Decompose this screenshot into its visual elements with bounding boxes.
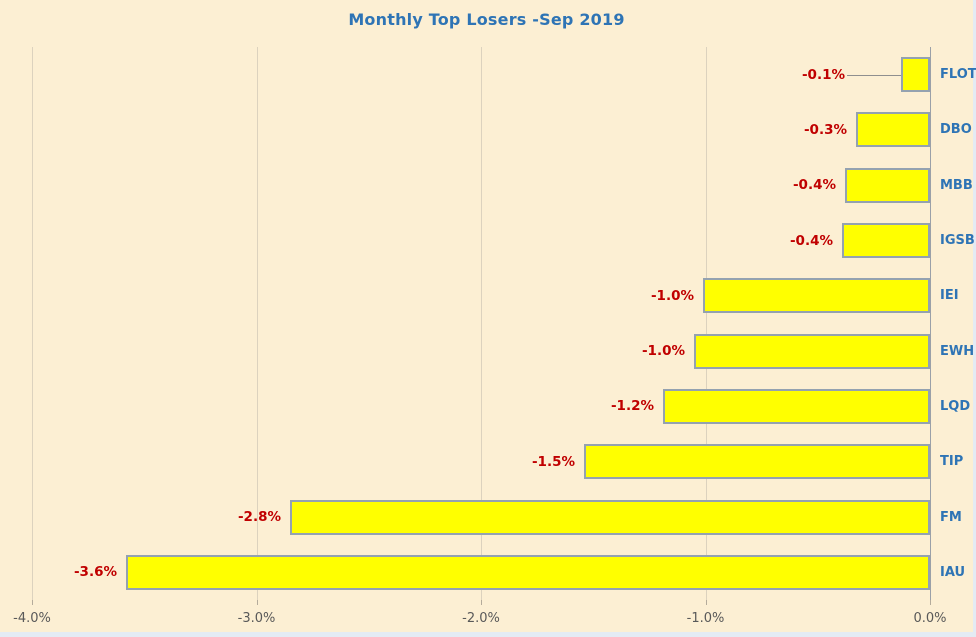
category-label-fm: FM xyxy=(940,509,962,525)
value-label-iei: -1.0% xyxy=(650,287,694,304)
bar-lqd xyxy=(663,388,930,424)
category-label-igsb: IGSB xyxy=(940,233,975,249)
value-label-igsb: -0.4% xyxy=(789,232,833,249)
x-tick-label--4.0%: -4.0% xyxy=(13,611,51,626)
value-label-fm: -2.8% xyxy=(237,509,281,526)
category-label-dbo: DBO xyxy=(940,122,972,138)
category-label-iei: IEI xyxy=(940,288,959,304)
bar-mbb xyxy=(845,167,930,203)
value-label-mbb: -0.4% xyxy=(792,177,836,194)
x-axis-tick-0.0% xyxy=(930,600,931,605)
chart-title: Monthly Top Losers -Sep 2019 xyxy=(348,10,625,29)
leader-line-flot xyxy=(847,74,901,76)
gridline-0.0% xyxy=(930,47,931,600)
value-label-iau: -3.6% xyxy=(73,564,117,581)
bar-dbo xyxy=(856,112,930,148)
bar-row-flot: -0.1% FLOT xyxy=(32,47,976,102)
x-tick-label--3.0%: -3.0% xyxy=(237,611,276,626)
bar-row-mbb: -0.4% MBB xyxy=(32,158,973,213)
gridline--1.0% xyxy=(705,47,707,600)
bar-row-dbo: -0.3% DBO xyxy=(32,102,972,157)
x-axis-tick--4.0% xyxy=(32,600,33,605)
bar-igsb xyxy=(842,223,930,259)
category-label-tip: TIP xyxy=(940,454,964,470)
x-axis-tick--2.0% xyxy=(481,600,482,605)
x-tick-label--1.0%: -1.0% xyxy=(686,611,725,626)
bar-tip xyxy=(584,444,930,480)
category-label-flot: FLOT xyxy=(940,67,976,83)
category-label-iau: IAU xyxy=(940,564,966,580)
category-label-ewh: EWH xyxy=(940,343,975,359)
bar-fm xyxy=(290,499,930,535)
bar-row-igsb: -0.4% IGSB xyxy=(32,213,975,268)
value-label-flot: -0.1% xyxy=(801,66,845,83)
gridline--2.0% xyxy=(481,47,482,600)
bar-iei xyxy=(703,278,930,314)
bar-row-fm: -2.8% FM xyxy=(32,489,962,544)
bar-row-tip: -1.5% TIP xyxy=(32,434,963,489)
gridline--4.0% xyxy=(32,47,33,600)
x-axis-tick--3.0% xyxy=(256,600,258,605)
value-label-dbo: -0.3% xyxy=(803,121,847,138)
category-label-mbb: MBB xyxy=(940,177,973,193)
bar-row-iei: -1.0% IEI xyxy=(32,268,959,323)
gridline--3.0% xyxy=(256,47,258,600)
value-label-ewh: -1.0% xyxy=(641,343,685,360)
x-tick-label-0.0%: 0.0% xyxy=(913,611,947,626)
category-label-lqd: LQD xyxy=(940,398,971,414)
x-tick-label--2.0%: -2.0% xyxy=(462,611,500,626)
bar-row-lqd: -1.2% LQD xyxy=(32,379,970,434)
bar-flot xyxy=(901,57,930,93)
x-axis-tick--1.0% xyxy=(705,600,707,605)
value-label-lqd: -1.2% xyxy=(610,398,654,415)
bar-ewh xyxy=(694,333,930,369)
bar-iau xyxy=(126,554,930,590)
bar-row-iau: -3.6% IAU xyxy=(32,545,965,600)
value-label-tip: -1.5% xyxy=(531,453,575,470)
bar-row-ewh: -1.0% EWH xyxy=(32,324,974,379)
plot-area: -4.0% -3.0% -2.0% -1.0% 0.0% -0.1% FLOT -0.3% DB… xyxy=(13,47,976,626)
